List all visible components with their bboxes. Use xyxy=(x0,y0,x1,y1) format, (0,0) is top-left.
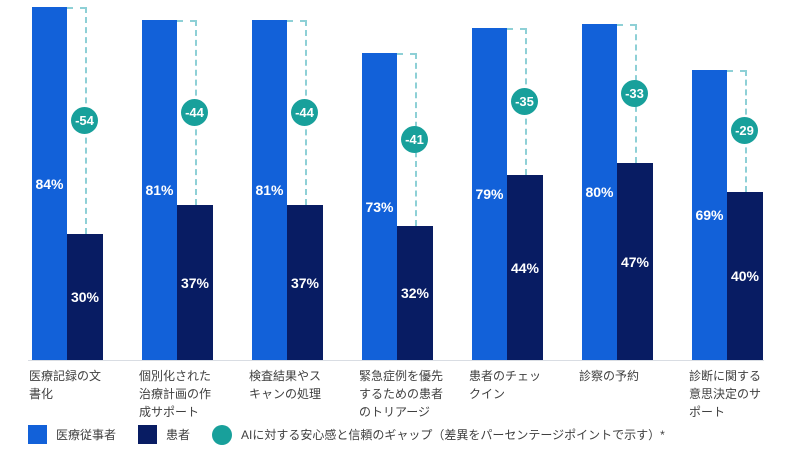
provider-bar: 84% xyxy=(32,7,67,360)
patient-bar: 32% xyxy=(397,226,433,360)
bar-value-label: 40% xyxy=(730,268,760,284)
bar-value-label: 73% xyxy=(365,198,394,215)
category-label: 検査結果やス キャンの処理 xyxy=(249,369,322,401)
bar-value-label: 81% xyxy=(145,182,174,198)
category-label: 診断に関する 意思決定のサ ポート xyxy=(689,369,762,419)
legend-label-patient: 患者 xyxy=(166,428,191,442)
category-label: 緊急症例を優先 するための患者 のトリアージ xyxy=(359,369,444,419)
bar-value-label: 30% xyxy=(70,289,100,305)
provider-bar: 73% xyxy=(362,53,397,360)
patient-bar: 30% xyxy=(67,234,103,360)
bar-value-label: 37% xyxy=(180,274,210,291)
legend-item-patient: 患者 xyxy=(138,424,190,445)
gap-badge: -44 xyxy=(291,99,318,126)
provider-bar: 81% xyxy=(142,20,177,360)
gap-badge: -33 xyxy=(621,80,648,107)
category-label: 診察の予約 xyxy=(579,369,640,383)
patient-bar: 44% xyxy=(507,175,543,360)
legend-label-gap: AIに対する安心感と信頼のギャップ（差異をパーセンテージポイントで示す）* xyxy=(241,428,665,442)
category-label: 患者のチェッ クイン xyxy=(469,369,542,401)
patient-bar: 37% xyxy=(287,205,323,360)
gap-badge: -29 xyxy=(731,117,758,144)
bar-value-label: 79% xyxy=(475,186,504,202)
gap-badge: -44 xyxy=(181,99,208,126)
provider-bar: 69% xyxy=(692,70,727,360)
gap-connector-horizontal xyxy=(507,28,526,30)
legend-label-provider: 医療従事者 xyxy=(56,428,117,442)
gap-connector-horizontal xyxy=(727,70,746,72)
bar-value-label: 32% xyxy=(400,285,430,301)
bar-value-label: 84% xyxy=(35,175,64,192)
patient-bar: 37% xyxy=(177,205,213,360)
patient-swatch-icon xyxy=(138,425,157,444)
gap-connector-horizontal xyxy=(617,24,636,26)
legend-item-gap: AIに対する安心感と信頼のギャップ（差異をパーセンテージポイントで示す）* xyxy=(212,424,665,445)
provider-bar: 81% xyxy=(252,20,287,360)
gap-badge: -35 xyxy=(511,88,538,115)
legend: 医療従事者 患者 AIに対する安心感と信頼のギャップ（差異をパーセンテージポイン… xyxy=(0,424,800,446)
bar-value-label: 80% xyxy=(585,184,614,200)
x-axis-line xyxy=(28,360,764,361)
bar-value-label: 69% xyxy=(695,207,724,223)
bar-value-label: 81% xyxy=(255,182,284,198)
gap-swatch-icon xyxy=(212,424,232,445)
bar-value-label: 47% xyxy=(620,253,650,270)
bar-value-label: 44% xyxy=(510,259,540,276)
provider-swatch-icon xyxy=(28,425,47,444)
gap-connector-horizontal xyxy=(177,20,196,22)
patient-bar: 40% xyxy=(727,192,763,360)
bar-value-label: 37% xyxy=(290,274,320,291)
legend-item-provider: 医療従事者 xyxy=(28,424,116,445)
gap-badge: -54 xyxy=(71,107,98,134)
category-label: 医療記録の文 書化 xyxy=(29,369,102,401)
gap-connector-horizontal xyxy=(287,20,306,22)
gap-connector-horizontal xyxy=(397,53,416,55)
gap-connector-horizontal xyxy=(67,7,86,9)
gap-badge: -41 xyxy=(401,126,428,153)
provider-bar: 79% xyxy=(472,28,507,360)
provider-bar: 80% xyxy=(582,24,617,360)
patient-bar: 47% xyxy=(617,163,653,360)
category-label: 個別化された 治療計画の作 成サポート xyxy=(139,369,212,419)
